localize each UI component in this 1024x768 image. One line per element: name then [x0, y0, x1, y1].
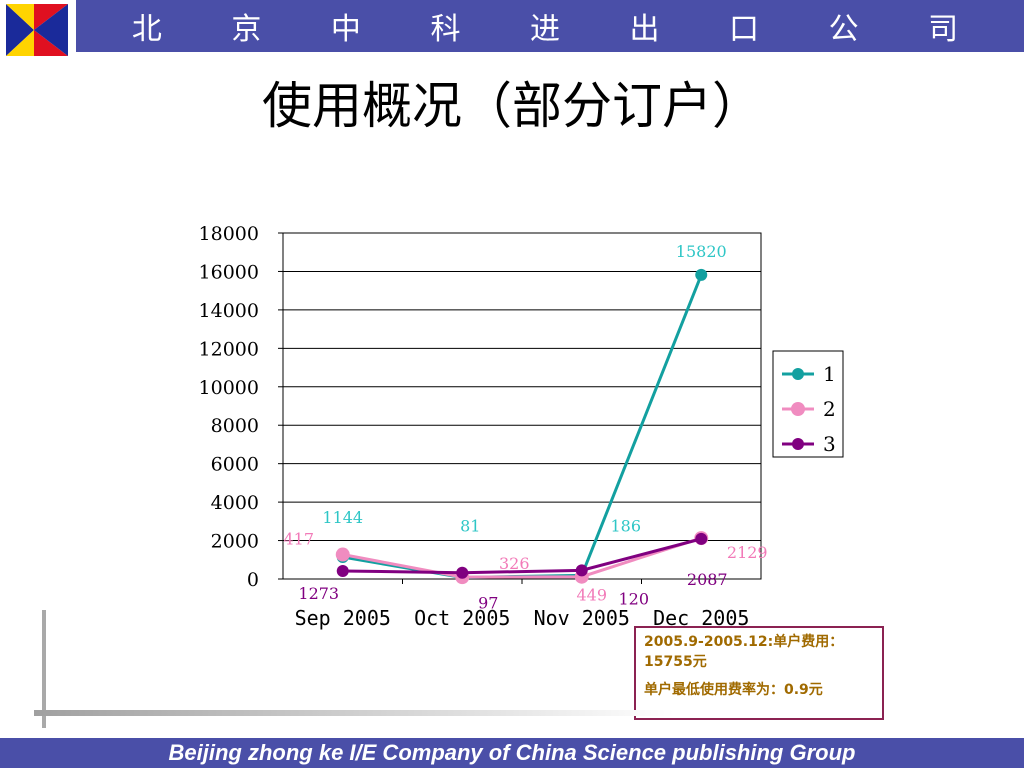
- decorative-vertical-line: [42, 610, 46, 728]
- data-label: 1273: [298, 584, 339, 603]
- company-logo: [4, 2, 68, 58]
- series-1-point: [695, 268, 708, 281]
- data-label: 120: [618, 589, 649, 608]
- legend-label: 1: [823, 362, 836, 386]
- y-tick-label: 0: [247, 569, 259, 591]
- y-tick-label: 10000: [199, 377, 259, 399]
- footer-bar: Beijing zhong ke I/E Company of China Sc…: [0, 738, 1024, 768]
- info-rate-line: 单户最低使用费率为：0.9元: [644, 682, 823, 698]
- x-tick-label: Nov 2005: [534, 606, 630, 630]
- company-name: 北 京 中 科 进 出 口 公 司: [131, 12, 989, 47]
- y-tick-label: 4000: [211, 492, 259, 514]
- footer-text: Beijing zhong ke I/E Company of China Sc…: [168, 740, 856, 765]
- slide-title: 使用概况（部分订户）: [262, 77, 762, 135]
- series-3-point: [336, 564, 349, 577]
- y-tick-label: 6000: [211, 454, 259, 476]
- y-tick-label: 2000: [211, 531, 259, 553]
- plot-area: [282, 232, 762, 580]
- data-label: 2087: [687, 570, 728, 589]
- legend-marker: [791, 402, 805, 416]
- legend-label: 2: [823, 397, 836, 421]
- legend-box: [772, 350, 844, 458]
- legend-label: 3: [823, 432, 836, 456]
- legend-marker: [792, 438, 804, 450]
- series-3-line: [342, 537, 702, 575]
- header-bar: 北 京 中 科 进 出 口 公 司: [76, 0, 1024, 52]
- y-tick-label: 18000: [199, 223, 259, 245]
- info-cost-line: 2005.9-2005.12:单户费用：15755元: [644, 634, 844, 670]
- data-label: 97: [478, 594, 498, 613]
- y-tick-label: 12000: [199, 338, 259, 360]
- series-2-point: [335, 547, 350, 562]
- data-label: 417: [283, 530, 314, 549]
- decorative-horizontal-line: [34, 710, 674, 716]
- series-3-point: [575, 564, 588, 577]
- data-label: 2129: [727, 543, 768, 562]
- info-box: 2005.9-2005.12:单户费用：15755元 单户最低使用费率为：0.9…: [634, 626, 884, 720]
- data-label: 186: [610, 516, 641, 535]
- line-chart: 18000 16000 14000 12000 10000 8000 6000 4000 200…: [199, 223, 844, 630]
- y-tick-label: 14000: [199, 300, 259, 322]
- data-label: 81: [460, 516, 480, 535]
- x-tick-label: Oct 2005: [414, 606, 510, 630]
- series-2-line: [342, 536, 702, 579]
- data-label: 15820: [676, 242, 727, 261]
- series-3-point: [456, 566, 469, 579]
- series-3-point: [695, 532, 708, 545]
- y-tick-label: 8000: [211, 415, 259, 437]
- data-label: 1144: [322, 508, 363, 527]
- y-tick-label: 16000: [199, 261, 259, 283]
- data-label: 449: [576, 586, 607, 605]
- legend-marker: [792, 368, 804, 380]
- x-tick-label: Sep 2005: [295, 606, 391, 630]
- data-label: 326: [499, 554, 530, 573]
